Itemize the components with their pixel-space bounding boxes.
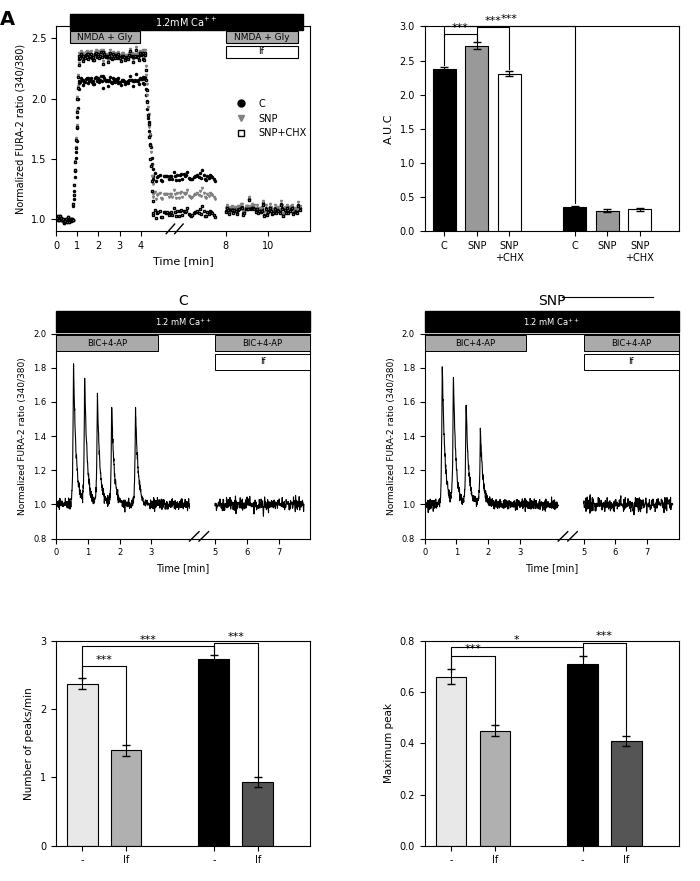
FancyBboxPatch shape — [425, 312, 679, 332]
Text: SNP: SNP — [538, 294, 566, 307]
Bar — [433, 70, 456, 232]
Bar — [596, 211, 619, 232]
Text: BIC+4-AP: BIC+4-AP — [456, 338, 496, 348]
Text: 1.2 mM Ca$^{++}$: 1.2 mM Ca$^{++}$ — [524, 316, 580, 328]
Y-axis label: Normalized FURA-2 ratio (340/380): Normalized FURA-2 ratio (340/380) — [15, 44, 25, 214]
Text: BIC+4-AP: BIC+4-AP — [611, 338, 652, 348]
Y-axis label: Normalized FURA-2 ratio (340/380): Normalized FURA-2 ratio (340/380) — [387, 357, 396, 515]
Bar — [242, 782, 273, 846]
Text: If: If — [629, 358, 634, 366]
Y-axis label: Number of peaks/min: Number of peaks/min — [25, 687, 34, 800]
FancyBboxPatch shape — [56, 336, 158, 351]
Text: If: If — [260, 358, 265, 366]
FancyBboxPatch shape — [225, 46, 298, 58]
Bar — [111, 751, 141, 846]
FancyBboxPatch shape — [70, 14, 303, 30]
Text: BIC+4-AP: BIC+4-AP — [242, 338, 283, 348]
Text: 1.2 mM Ca$^{++}$: 1.2 mM Ca$^{++}$ — [155, 316, 211, 328]
Bar — [629, 210, 651, 232]
Bar — [67, 684, 98, 846]
Text: If: If — [258, 48, 265, 56]
Y-axis label: Normalized FURA-2 ratio (340/380): Normalized FURA-2 ratio (340/380) — [18, 357, 27, 515]
X-axis label: Time [min]: Time [min] — [153, 256, 214, 267]
Text: ***: *** — [484, 16, 502, 26]
Bar — [567, 664, 598, 846]
Text: ***: *** — [96, 655, 113, 665]
FancyBboxPatch shape — [215, 354, 310, 369]
FancyBboxPatch shape — [425, 336, 526, 351]
FancyBboxPatch shape — [584, 354, 679, 369]
Bar — [611, 741, 642, 846]
X-axis label: Time [min]: Time [min] — [525, 563, 578, 573]
X-axis label: Time [min]: Time [min] — [157, 563, 210, 573]
Text: *: * — [514, 635, 519, 645]
FancyBboxPatch shape — [56, 312, 310, 332]
Y-axis label: Maximum peak: Maximum peak — [384, 703, 394, 783]
Text: NMDA + Gly: NMDA + Gly — [77, 33, 132, 41]
Legend: C, SNP, SNP+CHX: C, SNP, SNP+CHX — [228, 95, 311, 143]
FancyBboxPatch shape — [584, 336, 679, 351]
Bar — [199, 659, 229, 846]
Text: BIC+4-AP: BIC+4-AP — [87, 338, 127, 348]
Text: C: C — [178, 294, 188, 307]
Bar — [466, 46, 489, 232]
Text: 1.2mM Ca$^{++}$: 1.2mM Ca$^{++}$ — [155, 16, 218, 29]
Text: ***: *** — [465, 644, 482, 655]
Text: A: A — [0, 10, 15, 29]
Bar — [480, 730, 510, 846]
Bar — [435, 677, 466, 846]
Text: ***: *** — [228, 632, 244, 641]
Bar — [498, 73, 521, 232]
Bar — [564, 207, 586, 232]
Text: NMDA + Gly: NMDA + Gly — [234, 33, 289, 41]
FancyBboxPatch shape — [215, 336, 310, 351]
FancyBboxPatch shape — [70, 31, 140, 43]
Y-axis label: A.U.C: A.U.C — [384, 114, 394, 144]
Text: ***: *** — [139, 635, 157, 645]
FancyBboxPatch shape — [225, 31, 298, 43]
Text: +If: +If — [600, 317, 615, 328]
Text: ***: *** — [501, 14, 518, 24]
Text: ***: *** — [452, 23, 469, 33]
Text: ***: *** — [596, 632, 613, 641]
